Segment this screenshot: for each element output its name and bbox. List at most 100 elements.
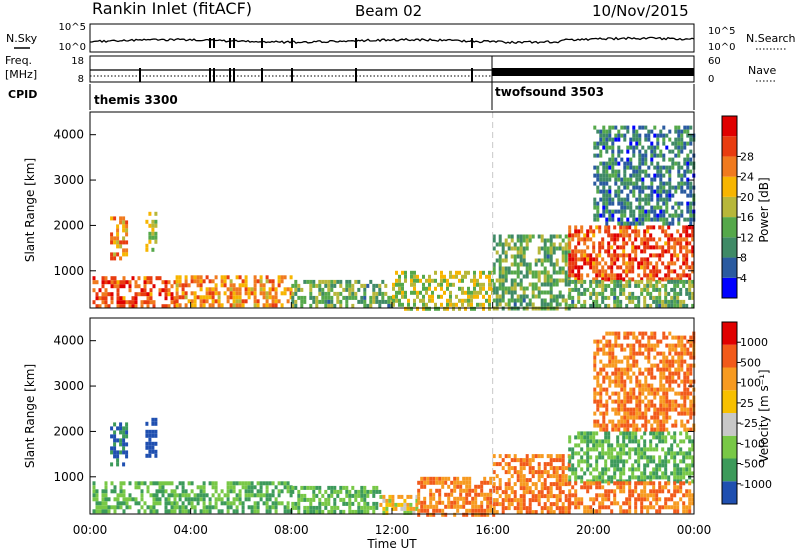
power-cell [685,249,689,254]
power-cell [528,270,532,275]
velocity-cell [598,501,602,506]
velocity-cell [592,447,596,452]
power-cell [437,306,440,311]
velocity-cell [477,512,481,517]
velocity-cell [674,351,678,356]
power-cell [110,236,114,241]
power-cell [632,221,636,226]
power-cell [283,275,287,280]
velocity-cell [649,505,653,510]
power-cell [531,290,535,295]
power-cell [596,189,600,194]
velocity-cell [649,431,653,436]
power-cell [598,291,602,296]
velocity-cell [95,497,99,502]
power-cell [516,262,520,267]
power-cell [595,265,599,270]
power-cell [682,229,686,234]
power-cell [611,213,615,218]
velocity-cell [613,493,617,498]
power-cell [297,283,301,288]
velocity-cell [634,447,638,452]
power-cell [104,304,108,309]
power-cell [567,238,571,243]
power-cell [244,283,248,288]
power-cell [363,291,367,296]
power-cell [167,280,171,285]
power-cell [643,249,647,254]
power-cell [626,181,630,186]
power-cell [164,296,168,301]
velocity-cell [148,437,152,442]
velocity-cell [480,492,484,497]
velocity-cell [583,471,587,476]
velocity-cell [167,497,171,502]
power-cell [599,181,603,186]
power-cell [577,299,581,304]
power-cell [571,303,575,308]
power-cell [151,219,155,224]
velocity-cell [631,431,635,436]
velocity-cell [623,415,627,420]
power-cell [315,303,319,308]
power-cell [593,165,597,170]
power-cell [646,257,650,262]
power-cell [522,254,526,259]
power-cell [476,302,479,307]
velocity-cell [492,484,496,489]
power-cell [473,270,476,275]
velocity-cell [417,496,421,501]
power-cell [595,291,599,296]
velocity-cell [113,422,117,427]
velocity-cell [668,359,672,364]
power-cell [614,189,618,194]
velocity-cell [453,512,457,517]
velocity-cell [555,470,559,475]
power-cell [568,287,572,292]
power-cell [470,290,473,295]
velocity-cell [474,512,478,517]
velocity-cell [456,480,460,485]
velocity-cell [456,484,460,489]
power-cell [534,270,538,275]
velocity-cell [372,509,376,514]
velocity-cell [661,489,665,494]
velocity-cell [372,501,376,506]
velocity-cell [659,395,663,400]
velocity-cell [354,489,358,494]
velocity-cell [661,431,665,436]
velocity-cell [665,343,669,348]
velocity-cell [671,355,675,360]
velocity-cell [682,467,686,472]
power-cell [623,177,627,182]
velocity-cell [634,501,638,506]
velocity-cell [622,481,626,486]
velocity-cell [525,490,529,495]
power-cell [673,279,677,284]
power-cell [601,283,605,288]
velocity-cell [659,375,663,380]
power-cell [580,265,584,270]
power-cell [683,189,687,194]
power-cell [395,278,398,283]
power-cell [592,299,596,304]
power-cell [583,299,587,304]
velocity-cell [619,455,623,460]
velocity-cell [95,493,99,498]
power-cell [670,279,674,284]
power-cell [549,302,553,307]
power-cell [561,254,565,259]
power-cell [685,287,689,292]
power-cell [691,253,695,258]
velocity-cell [635,399,639,404]
velocity-cell [628,455,632,460]
power-cell [641,157,645,162]
power-cell [122,252,126,257]
power-cell [173,296,177,301]
velocity-cell [327,485,331,490]
power-cell [640,279,644,284]
power-cell [265,291,269,296]
power-cell [507,290,511,295]
velocity-cell [659,383,663,388]
power-cell [583,253,587,258]
